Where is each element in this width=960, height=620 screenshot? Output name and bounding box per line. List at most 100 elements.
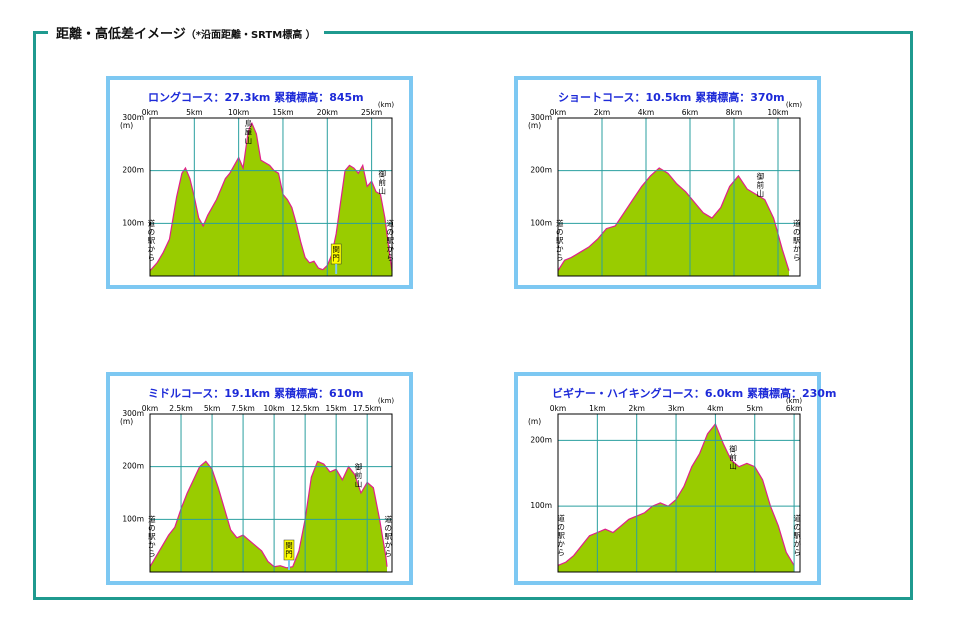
x-tick-label: 10km (264, 404, 285, 413)
vertical-label-char: 山 (729, 461, 737, 471)
frame-title-note: （*沿面距離・SRTM標高 ） (185, 30, 316, 41)
y-unit-label: (m) (528, 121, 541, 130)
vertical-label-char: 駅 (556, 236, 564, 245)
vertical-label-char: 駅 (148, 532, 156, 541)
chart-title-beginner: ビギナー・ハイキングコース：6.0km 累積標高：230m (552, 387, 837, 400)
elevation-area (150, 123, 392, 276)
y-tick-label: 200m (122, 166, 144, 175)
chart-panel-long: ロングコース：27.3km 累積標高：845m 0km 5km 10km 15km 20… (106, 76, 413, 289)
chart-title-middle: ミドルコース：19.1km 累積標高：610m (148, 387, 364, 400)
y-unit-label: (m) (528, 417, 541, 426)
vertical-label-char: か (385, 540, 393, 549)
vertical-label-char: 前 (757, 179, 765, 189)
x-unit-label: (km) (786, 397, 803, 405)
vertical-label-char: ら (793, 548, 801, 557)
vertical-label-char: か (556, 244, 564, 253)
x-tick-label: 0km (142, 108, 158, 117)
x-tick-label: 15km (272, 108, 293, 117)
chart-title-long: ロングコース：27.3km 累積標高：845m (148, 91, 364, 104)
vertical-label-char: 駅 (557, 531, 565, 540)
vertical-label-char: 駅 (148, 236, 156, 245)
x-tick-label: 10km (228, 108, 249, 117)
vertical-label-char: の (386, 227, 394, 236)
chart-panel-short: ショートコース：10.5km 累積標高：370m 0km 2km 4km 6km 8km… (514, 76, 821, 289)
vertical-label-char: 山 (355, 479, 363, 489)
vertical-label-char: 御 (378, 168, 386, 178)
waypoint-label: 御前山 (757, 171, 765, 198)
vertical-label-char: ら (148, 253, 156, 262)
waypoint-label: 鳥屋山 (245, 118, 253, 145)
x-tick-label: 20km (317, 108, 338, 117)
x-tick-label: 0km (550, 108, 566, 117)
vertical-label-char: 前 (378, 177, 386, 187)
elevation-area (558, 168, 789, 276)
x-tick-label: 15km (326, 404, 347, 413)
x-tick-label: 4km (638, 108, 654, 117)
x-tick-label: 2km (594, 108, 610, 117)
outer-frame (33, 31, 913, 600)
y-tick-label: 100m (122, 218, 144, 227)
y-tick-label: 200m (122, 462, 144, 471)
vertical-label-char: 駅 (386, 236, 394, 245)
x-tick-label: 4km (707, 404, 723, 413)
x-tick-label: 2.5km (169, 404, 193, 413)
x-tick-label: 5km (186, 108, 202, 117)
y-unit-label: (m) (120, 121, 133, 130)
vertical-label-char: の (557, 523, 565, 532)
vertical-label-char: 道 (148, 218, 156, 228)
vertical-label-char: ら (386, 253, 394, 262)
y-tick-label: 300m (122, 409, 144, 418)
vertical-label-char: か (148, 540, 156, 549)
vertical-label-char: 駅 (385, 532, 393, 541)
waypoint-label: 御前山 (378, 168, 386, 195)
vertical-label-char: の (793, 227, 801, 236)
vertical-label-char: ら (556, 253, 564, 262)
elevation-chart-beginner: 0km 1km 2km 3km 4km 5km 6km(km) 100m 200m (m) 道の駅か… (528, 397, 803, 573)
vertical-label-char: 道 (386, 218, 394, 228)
vertical-label-char: か (386, 244, 394, 253)
vertical-label-char: 山 (757, 188, 765, 198)
frame-title-main: 距離・高低差イメージ (56, 27, 186, 42)
vertical-label-char: ら (793, 253, 801, 262)
plot-border (149, 413, 393, 573)
vertical-label-char: 道 (793, 513, 801, 523)
x-tick-label: 7.5km (231, 404, 255, 413)
x-tick-label: 8km (726, 108, 742, 117)
y-tick-label: 100m (122, 514, 144, 523)
vertical-label-char: ら (385, 549, 393, 558)
x-tick-label: 10km (767, 108, 788, 117)
y-tick-label: 200m (530, 435, 552, 444)
vertical-label-char: 鳥 (245, 118, 253, 128)
x-tick-label: 0km (142, 404, 158, 413)
chart-panel-beginner: ビギナー・ハイキングコース：6.0km 累積標高：230m 0km 1km 2km 3… (514, 372, 836, 585)
plot-border (557, 413, 801, 573)
vertical-label-char: か (793, 540, 801, 549)
vertical-label-char: の (148, 523, 156, 532)
x-tick-label: 17.5km (353, 404, 381, 413)
vertical-label-char: 門 (285, 550, 293, 559)
vertical-label-char: 門 (332, 254, 340, 263)
checkpoint-label: 関門 (332, 245, 340, 263)
vertical-label-char: の (793, 523, 801, 532)
vertical-label-char: ら (148, 549, 156, 558)
plot-border (149, 117, 393, 277)
waypoint-label: 御前山 (729, 444, 737, 471)
elevation-chart-short: 0km 2km 4km 6km 8km 10km(km) 100m 200m 300m(m) 道の… (528, 101, 802, 277)
vertical-label-char: 山 (245, 135, 253, 145)
elevation-area (150, 461, 388, 572)
vertical-label-char: か (557, 540, 565, 549)
vertical-label-char: 前 (729, 452, 737, 462)
waypoint-label: 御前山 (355, 462, 363, 489)
x-tick-label: 0km (550, 404, 566, 413)
vertical-label-char: 御 (355, 462, 363, 472)
y-tick-label: 100m (530, 501, 552, 510)
x-tick-label: 5km (747, 404, 763, 413)
vertical-label-char: 道 (385, 514, 393, 524)
vertical-label-char: 山 (378, 185, 386, 195)
elevation-chart-middle: 0km 2.5km 5km 7.5km 10km 12.5km 15km 17.5km(km)… (120, 397, 394, 573)
